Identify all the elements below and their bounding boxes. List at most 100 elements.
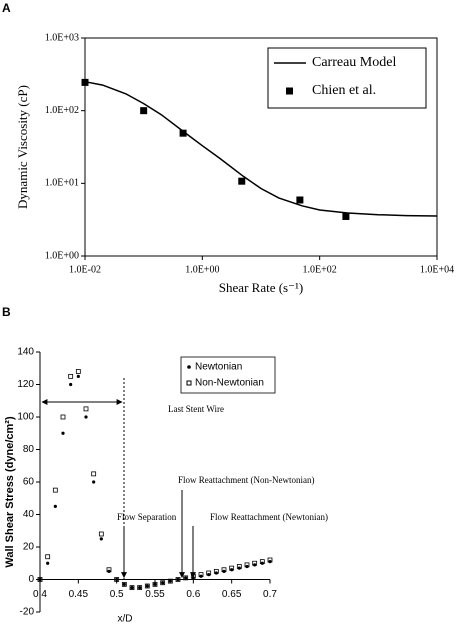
data-point bbox=[168, 579, 172, 583]
data-point bbox=[144, 583, 150, 589]
data-point bbox=[145, 584, 149, 588]
x-tick-label: 0.7 bbox=[263, 589, 277, 600]
legend-label: Newtonian bbox=[195, 362, 242, 373]
data-point bbox=[342, 212, 350, 220]
legend-box bbox=[267, 47, 427, 109]
x-axis-label: x/D bbox=[118, 614, 133, 624]
legend-marker bbox=[186, 380, 192, 386]
x-axis-label: Shear Rate (s⁻¹) bbox=[219, 280, 303, 295]
y-tick-label: 1.0E+02 bbox=[45, 105, 79, 116]
x-tick-label: 1.0E+00 bbox=[185, 264, 219, 275]
y-tick-label: 1.0E+03 bbox=[45, 32, 79, 43]
data-point bbox=[45, 554, 51, 560]
y-tick-label: 1.0E+00 bbox=[45, 250, 79, 261]
data-point bbox=[99, 537, 103, 541]
data-point bbox=[198, 572, 204, 578]
data-point bbox=[259, 559, 265, 565]
data-point bbox=[76, 374, 80, 378]
data-point bbox=[160, 580, 166, 586]
legend-marker bbox=[187, 365, 191, 369]
data-point bbox=[206, 570, 212, 576]
legend-marker bbox=[286, 87, 293, 95]
data-point bbox=[60, 414, 66, 420]
legend-label: Carreau Model bbox=[312, 55, 396, 70]
data-point bbox=[37, 577, 43, 582]
data-point bbox=[267, 557, 273, 563]
data-point bbox=[68, 373, 74, 379]
data-point bbox=[61, 431, 65, 435]
plot-frame bbox=[84, 37, 438, 257]
y-tick-label: 20 bbox=[23, 542, 35, 553]
x-tick-label: 1.0E+02 bbox=[303, 264, 337, 275]
panel-label: B bbox=[2, 305, 11, 319]
data-point bbox=[75, 369, 81, 374]
y-tick-label: 40 bbox=[23, 509, 35, 520]
data-point bbox=[221, 567, 227, 573]
data-point bbox=[244, 562, 250, 568]
data-point bbox=[252, 560, 258, 566]
data-point bbox=[213, 568, 219, 574]
data-point bbox=[122, 582, 126, 586]
y-tick-label: 140 bbox=[17, 347, 34, 358]
x-tick-label: 0.5 bbox=[110, 589, 124, 600]
data-point bbox=[84, 415, 88, 419]
y-axis-label: Wall Shear Stress (dyne/cm²) bbox=[4, 416, 16, 568]
data-point bbox=[129, 585, 135, 591]
model-curve bbox=[84, 80, 438, 217]
data-point bbox=[161, 581, 165, 585]
data-point bbox=[238, 177, 246, 185]
data-point bbox=[53, 504, 57, 508]
data-point bbox=[179, 129, 187, 137]
data-point bbox=[83, 406, 89, 412]
data-point bbox=[98, 531, 104, 537]
x-tick-label: 0.65 bbox=[222, 589, 242, 600]
annotation: Flow Reattachment (Newtonian) bbox=[210, 512, 328, 522]
data-point bbox=[138, 586, 142, 590]
data-point bbox=[184, 576, 188, 580]
data-point bbox=[137, 585, 143, 591]
annotation: Flow Reattachment (Non-Newtonian) bbox=[178, 475, 314, 485]
data-point bbox=[121, 581, 127, 587]
y-tick-label: 1.0E+01 bbox=[45, 178, 79, 189]
data-point bbox=[106, 567, 112, 573]
data-point bbox=[176, 577, 180, 582]
data-point bbox=[152, 581, 158, 587]
data-point bbox=[236, 564, 242, 569]
data-point bbox=[46, 561, 50, 565]
data-point bbox=[167, 578, 173, 584]
data-point bbox=[69, 382, 73, 387]
data-point bbox=[81, 78, 89, 86]
data-point bbox=[153, 582, 157, 586]
x-tick-label: 1.0E+04 bbox=[420, 264, 454, 275]
x-tick-label: 0.45 bbox=[69, 589, 89, 600]
y-axis-label: Dynamic Viscosity (cP) bbox=[15, 85, 30, 209]
data-point bbox=[140, 107, 148, 115]
y-tick-label: 60 bbox=[23, 477, 35, 488]
data-point bbox=[114, 577, 120, 582]
y-tick-label: 100 bbox=[17, 412, 34, 423]
data-point bbox=[130, 586, 134, 590]
x-tick-label: 0.55 bbox=[145, 589, 165, 600]
data-point bbox=[92, 480, 96, 484]
data-point bbox=[52, 487, 58, 493]
data-point bbox=[91, 471, 97, 477]
y-tick-label: 120 bbox=[17, 379, 34, 390]
data-point bbox=[115, 577, 119, 582]
x-tick-label: 0.6 bbox=[186, 589, 200, 600]
legend-label: Chien et al. bbox=[312, 83, 376, 98]
data-point bbox=[175, 577, 181, 582]
legend-label: Non-Newtonian bbox=[195, 378, 264, 389]
y-tick-label: 0 bbox=[28, 574, 34, 585]
data-point bbox=[38, 577, 42, 582]
y-tick-label: 80 bbox=[23, 444, 35, 455]
annotation: Flow Separation bbox=[117, 512, 177, 522]
data-point bbox=[229, 565, 235, 571]
x-tick-label: 1.0E-02 bbox=[69, 264, 101, 275]
y-tick-label: -20 bbox=[20, 607, 35, 618]
data-point bbox=[296, 196, 304, 204]
legend-box bbox=[180, 356, 276, 394]
x-tick-label: 0.4 bbox=[33, 589, 47, 600]
panel-label: A bbox=[2, 1, 11, 15]
